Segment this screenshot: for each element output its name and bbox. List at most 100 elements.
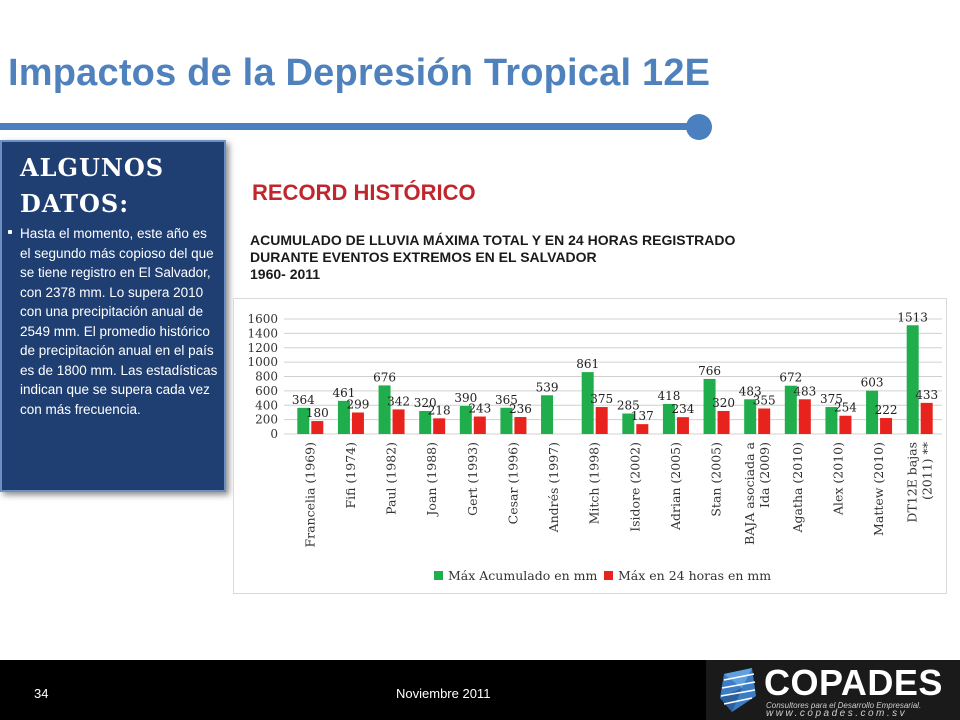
- data-label: 254: [834, 401, 857, 415]
- y-tick-label: 0: [270, 427, 278, 441]
- record-title: RECORD HISTÓRICO: [252, 180, 476, 205]
- title-underline-dot: [686, 114, 712, 140]
- bar-24h: [311, 421, 324, 434]
- logo-tagline: Consultores para el Desarrollo Empresari…: [766, 701, 922, 710]
- bar-24h: [392, 409, 405, 434]
- bar-24h: [880, 418, 893, 434]
- x-tick-label: Mitch (1998): [587, 442, 602, 524]
- data-label: 222: [875, 403, 898, 417]
- bar-acumulado: [866, 390, 879, 434]
- slide-title: Impactos de la Depresión Tropical 12E: [8, 52, 711, 94]
- y-tick-label: 1400: [247, 326, 278, 340]
- logo-url: www.copades.com.sv: [766, 708, 908, 719]
- bar-acumulado: [419, 411, 432, 434]
- legend-swatch: [604, 571, 613, 580]
- x-tick-label: DT12E bajas(2011) **: [905, 441, 935, 522]
- page-number: 34: [34, 686, 49, 701]
- subtitle-line-1: ACUMULADO DE LLUVIA MÁXIMA TOTAL Y EN 24…: [250, 232, 736, 248]
- bar-acumulado: [581, 372, 594, 434]
- data-label: 218: [428, 403, 451, 417]
- x-tick-label: Alex (2010): [830, 442, 845, 516]
- bar-acumulado: [297, 407, 310, 434]
- bar-24h: [351, 412, 364, 434]
- legend-label: Máx en 24 horas en mm: [618, 568, 771, 583]
- data-label: 418: [657, 389, 680, 403]
- bar-acumulado: [541, 395, 554, 434]
- x-tick-label: Adrian (2005): [668, 442, 683, 531]
- side-panel-text: Hasta el momento, este año es el segundo…: [20, 226, 218, 417]
- data-label: 180: [306, 406, 329, 420]
- bar-acumulado: [337, 400, 350, 434]
- data-label: 676: [373, 370, 396, 384]
- bar-24h: [758, 408, 771, 434]
- x-tick-label: Mattew (2010): [871, 442, 886, 536]
- data-label: 236: [509, 402, 532, 416]
- bar-24h: [920, 402, 933, 434]
- data-label: 243: [468, 402, 491, 416]
- bar-24h: [514, 417, 527, 434]
- data-label: 355: [753, 393, 776, 407]
- y-tick-label: 200: [255, 413, 278, 427]
- logo-globe-icon: [720, 668, 756, 712]
- y-tick-label: 1200: [247, 341, 278, 355]
- bar-acumulado: [622, 413, 635, 434]
- bar-acumulado: [744, 399, 757, 434]
- data-label: 461: [332, 386, 355, 400]
- x-tick-label: Paul (1982): [384, 442, 399, 515]
- copades-logo: COPADES Consultores para el Desarrollo E…: [706, 660, 960, 720]
- y-tick-label: 400: [255, 398, 278, 412]
- data-label: 342: [387, 394, 410, 408]
- data-label: 320: [414, 396, 437, 410]
- y-tick-label: 800: [255, 370, 278, 384]
- data-label: 365: [495, 393, 518, 407]
- legend-label: Máx Acumulado en mm: [448, 568, 597, 583]
- bar-acumulado: [378, 385, 391, 434]
- data-label: 375: [820, 392, 843, 406]
- bar-acumulado: [703, 378, 716, 434]
- x-tick-label: Cesar (1996): [505, 442, 520, 524]
- data-label: 672: [779, 371, 802, 385]
- data-label: 137: [631, 409, 654, 423]
- bar-24h: [636, 424, 649, 434]
- data-label: 285: [617, 399, 640, 413]
- bar-acumulado: [459, 405, 472, 434]
- footer-date: Noviembre 2011: [396, 686, 491, 701]
- x-tick-label: Francelia (1969): [302, 442, 317, 548]
- y-tick-label: 1600: [247, 312, 278, 326]
- x-tick-label: Joan (1988): [424, 442, 439, 518]
- data-label: 320: [712, 396, 735, 410]
- bar-24h: [839, 415, 852, 434]
- bullet-icon: [8, 230, 12, 234]
- x-tick-label: Gert (1993): [465, 442, 480, 516]
- chart-subtitle: ACUMULADO DE LLUVIA MÁXIMA TOTAL Y EN 24…: [250, 232, 890, 283]
- side-panel: ALGUNOS DATOS: Hasta el momento, este añ…: [0, 140, 226, 492]
- bar-24h: [676, 417, 689, 434]
- data-label: 483: [793, 384, 816, 398]
- subtitle-line-3: 1960- 2011: [250, 266, 321, 282]
- chart-container: 0 200 400 600 800 1000 1200 1400 1600 364 180 Franc…: [233, 298, 947, 594]
- data-label: 234: [671, 402, 694, 416]
- data-label: 861: [576, 357, 599, 371]
- bar-acumulado: [662, 403, 675, 434]
- bar-acumulado: [500, 407, 513, 434]
- bar-acumulado: [825, 407, 838, 434]
- bar-acumulado: [784, 385, 797, 434]
- bar-24h: [433, 418, 446, 434]
- x-tick-label: Stan (2005): [709, 442, 724, 517]
- data-label: 539: [536, 380, 559, 394]
- data-label: 364: [292, 393, 315, 407]
- x-tick-label: BAJA asociada aIda (2009): [742, 441, 772, 544]
- x-tick-label: Agatha (2010): [790, 442, 805, 534]
- logo-name: COPADES: [764, 662, 943, 703]
- bar-24h: [595, 407, 608, 434]
- data-label: 603: [861, 376, 884, 390]
- data-label: 299: [346, 398, 369, 412]
- bar-24h: [717, 411, 730, 434]
- bar-acumulado: [906, 325, 919, 434]
- data-label: 433: [915, 388, 938, 402]
- data-label: 483: [739, 384, 762, 398]
- y-tick-label: 1000: [247, 355, 278, 369]
- bar-24h: [473, 416, 486, 434]
- subtitle-line-2: DURANTE EVENTOS EXTREMOS EN EL SALVADOR: [250, 249, 597, 265]
